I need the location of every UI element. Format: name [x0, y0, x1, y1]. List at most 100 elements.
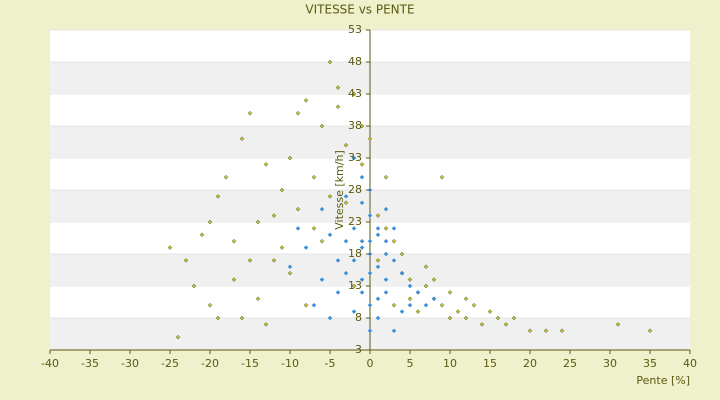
- data-point: [351, 226, 357, 231]
- x-tick-label: 25: [563, 357, 577, 370]
- data-point: [407, 296, 413, 302]
- data-point: [423, 264, 429, 270]
- data-point: [359, 174, 365, 180]
- data-point: [447, 290, 453, 295]
- x-tick-label: -5: [325, 357, 336, 370]
- data-point: [239, 136, 245, 142]
- data-point: [439, 302, 445, 308]
- data-point: [383, 251, 389, 257]
- data-point: [391, 302, 397, 308]
- data-point: [375, 213, 381, 218]
- data-point: [375, 258, 381, 263]
- data-point: [359, 238, 365, 244]
- data-point: [383, 277, 389, 282]
- data-point: [343, 194, 349, 199]
- x-tick-label: 30: [603, 357, 617, 370]
- x-tick-label: -20: [201, 357, 219, 370]
- data-point: [431, 296, 437, 302]
- data-point: [383, 238, 389, 244]
- data-point: [263, 162, 269, 167]
- data-point: [167, 245, 173, 250]
- y-tick-label: 33: [348, 151, 362, 164]
- data-point: [359, 290, 365, 295]
- data-point: [415, 290, 421, 295]
- data-point: [439, 174, 445, 180]
- data-point: [295, 226, 301, 231]
- x-axis-label: Pente [%]: [636, 374, 690, 387]
- data-point: [367, 238, 373, 244]
- data-point: [375, 264, 381, 270]
- data-point: [463, 296, 469, 302]
- data-point: [431, 277, 437, 282]
- data-point: [327, 315, 333, 321]
- data-point: [359, 162, 365, 167]
- y-tick-label: 48: [348, 55, 362, 68]
- data-point: [343, 270, 349, 276]
- data-point: [423, 302, 429, 308]
- data-point: [303, 245, 309, 250]
- data-point: [175, 334, 181, 340]
- data-point: [303, 98, 309, 103]
- data-point: [559, 328, 565, 334]
- y-tick-label: 28: [348, 183, 362, 196]
- data-point: [343, 142, 349, 148]
- data-point: [375, 315, 381, 321]
- data-point: [303, 302, 309, 308]
- data-point: [367, 302, 373, 308]
- data-point: [215, 315, 221, 321]
- data-point: [351, 309, 357, 314]
- data-point: [343, 238, 349, 244]
- data-point: [255, 219, 261, 225]
- y-tick-label: 43: [348, 87, 362, 100]
- data-point: [239, 315, 245, 321]
- data-point: [327, 194, 333, 199]
- data-point: [327, 59, 333, 65]
- data-point: [335, 258, 341, 263]
- data-point: [487, 309, 493, 314]
- x-tick-label: 15: [483, 357, 497, 370]
- y-tick-label: 38: [348, 119, 362, 132]
- x-tick-label: 20: [523, 357, 537, 370]
- data-point: [223, 174, 229, 180]
- data-point: [351, 258, 357, 263]
- x-tick-label: -35: [81, 357, 99, 370]
- data-point: [327, 232, 333, 238]
- data-point: [399, 270, 405, 276]
- data-point: [383, 226, 389, 231]
- data-point: [279, 187, 285, 193]
- data-point: [407, 277, 413, 282]
- x-tick-label: -25: [161, 357, 179, 370]
- data-point: [287, 264, 293, 270]
- data-point: [359, 123, 365, 129]
- x-tick-label: -40: [41, 357, 59, 370]
- data-point: [367, 136, 373, 142]
- data-point: [271, 258, 277, 263]
- data-point: [351, 91, 357, 97]
- data-point: [231, 238, 237, 244]
- data-point: [335, 290, 341, 295]
- data-point: [247, 110, 253, 116]
- data-point: [287, 155, 293, 161]
- data-point: [319, 238, 325, 244]
- data-point: [319, 123, 325, 129]
- data-point: [503, 322, 509, 327]
- x-tick-label: 0: [367, 357, 374, 370]
- data-point: [391, 328, 397, 334]
- data-point: [231, 277, 237, 282]
- data-point: [383, 290, 389, 295]
- x-tick-label: -10: [281, 357, 299, 370]
- data-point: [359, 200, 365, 206]
- data-point: [367, 328, 373, 334]
- data-point: [287, 270, 293, 276]
- y-tick-label: 3: [355, 343, 362, 356]
- data-point: [335, 85, 341, 90]
- data-point: [399, 309, 405, 314]
- data-point: [183, 258, 189, 263]
- data-point: [495, 315, 501, 321]
- data-point: [399, 251, 405, 257]
- data-point: [383, 206, 389, 212]
- data-point: [471, 302, 477, 308]
- data-point: [191, 283, 197, 289]
- x-tick-label: 35: [643, 357, 657, 370]
